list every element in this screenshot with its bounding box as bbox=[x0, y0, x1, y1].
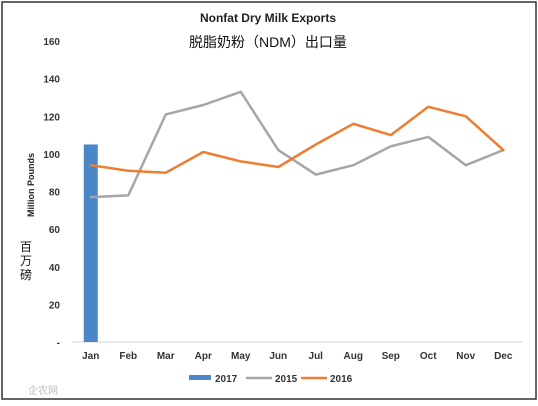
y-tick-label: 100 bbox=[43, 150, 60, 161]
x-tick-label: Dec bbox=[494, 351, 513, 362]
x-tick-label: Jan bbox=[82, 351, 99, 362]
watermark-text: 企农网 bbox=[28, 384, 58, 397]
y-tick-labels: 160 140 120 100 80 60 40 20 - bbox=[43, 37, 60, 349]
bar-series-2017 bbox=[83, 144, 98, 342]
x-tick-label: Apr bbox=[195, 351, 212, 362]
x-tick-label: Oct bbox=[420, 351, 437, 362]
y-axis-label-cn-2: 万 bbox=[20, 254, 32, 268]
y-axis-label-cn-3: 磅 bbox=[20, 267, 32, 282]
x-tick-label: Sep bbox=[382, 351, 400, 362]
chart-subtitle: 脱脂奶粉（NDM）出口量 bbox=[189, 34, 347, 50]
y-axis-label-cn-1: 百 bbox=[20, 240, 32, 254]
y-tick-label: - bbox=[57, 338, 60, 349]
x-tick-label: Mar bbox=[157, 351, 175, 362]
legend-swatch-2017 bbox=[189, 375, 211, 380]
line-series-2016 bbox=[89, 105, 505, 174]
y-tick-label: 60 bbox=[49, 225, 61, 236]
legend-label-2015: 2015 bbox=[275, 374, 298, 385]
y-tick-label: 120 bbox=[43, 112, 60, 123]
x-tick-label: May bbox=[231, 351, 251, 362]
y-axis-label: Million Pounds bbox=[26, 153, 36, 217]
y-tick-label: 20 bbox=[49, 300, 61, 311]
legend-label-2016: 2016 bbox=[330, 374, 353, 385]
x-tick-label: Jul bbox=[309, 351, 324, 362]
legend: 2017 2015 2016 bbox=[189, 374, 353, 385]
y-tick-label: 160 bbox=[43, 37, 60, 48]
y-tick-label: 80 bbox=[49, 188, 61, 199]
legend-label-2017: 2017 bbox=[215, 374, 238, 385]
x-tick-labels: Jan Feb Mar Apr May Jun Jul Aug Sep Oct Nov Dec bbox=[82, 351, 513, 362]
x-tick-label: Jun bbox=[269, 351, 287, 362]
x-tick-label: Aug bbox=[344, 351, 363, 362]
x-tick-label: Nov bbox=[456, 351, 475, 362]
chart-title: Nonfat Dry Milk Exports bbox=[200, 11, 336, 25]
bar-2017-jan bbox=[83, 144, 98, 342]
x-tick-label: Feb bbox=[119, 351, 137, 362]
y-tick-label: 40 bbox=[49, 263, 61, 274]
y-tick-label: 140 bbox=[43, 75, 60, 86]
outer-border bbox=[1, 1, 537, 400]
line-series bbox=[89, 90, 505, 199]
line-series-2015 bbox=[89, 90, 505, 199]
